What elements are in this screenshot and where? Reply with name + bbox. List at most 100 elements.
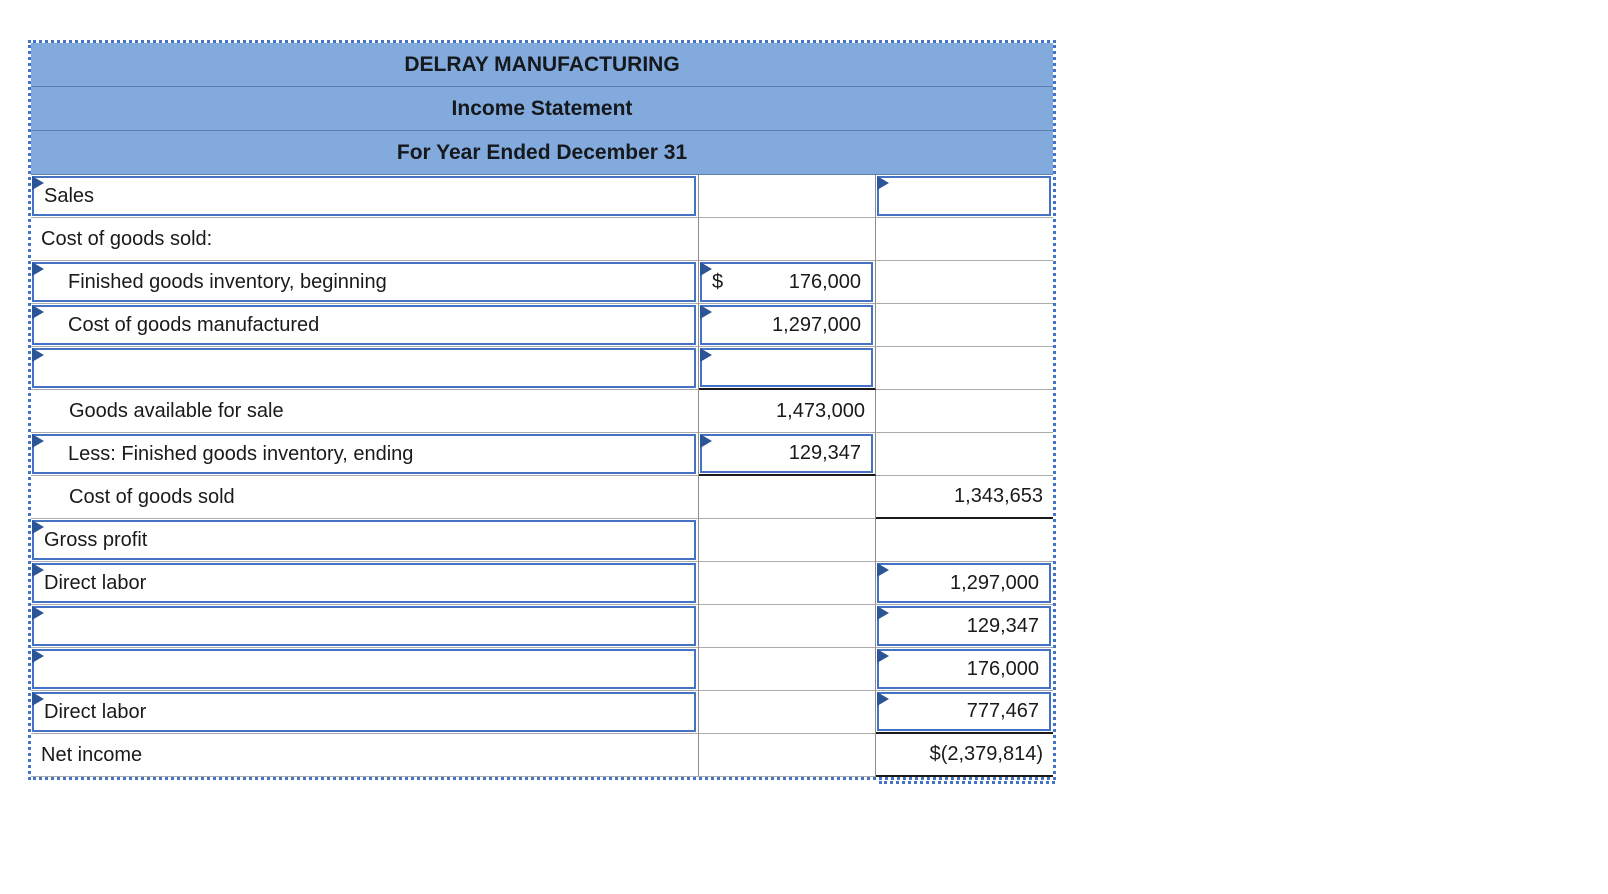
label-cell: Gross profit bbox=[31, 519, 699, 562]
statement-row: Less: Finished goods inventory, ending 12… bbox=[31, 433, 1053, 476]
label-input-cell[interactable]: Direct labor bbox=[32, 692, 696, 732]
amount-cell-col1 bbox=[699, 476, 876, 519]
amount-value: 1,473,000 bbox=[776, 399, 865, 422]
row-label: Direct labor bbox=[44, 700, 147, 723]
label-cell: Direct labor bbox=[31, 691, 699, 734]
statement-row: Cost of goods manufactured 1,297,000 bbox=[31, 304, 1053, 347]
amount-cell-col1 bbox=[699, 691, 876, 734]
amount-cell-col1: 1,297,000 bbox=[699, 304, 876, 347]
label-cell bbox=[31, 648, 699, 691]
amount-cell-col1: $176,000 bbox=[699, 261, 876, 304]
amount-cell-col1 bbox=[699, 562, 876, 605]
header-company-name: DELRAY MANUFACTURING bbox=[31, 43, 1053, 87]
amount-input-cell[interactable] bbox=[877, 176, 1051, 216]
amount-cell-col2 bbox=[876, 347, 1053, 390]
statement-row: Cost of goods sold: bbox=[31, 218, 1053, 261]
statement-row: Direct labor 777,467 bbox=[31, 691, 1053, 734]
amount-cell-col2: 777,467 bbox=[876, 691, 1053, 734]
amount-cell-col1: 129,347 bbox=[699, 433, 876, 476]
amount-cell-col2: 1,297,000 bbox=[876, 562, 1053, 605]
amount-cell-col1 bbox=[699, 347, 876, 390]
label-input-cell[interactable]: Cost of goods manufactured bbox=[32, 305, 696, 345]
amount-cell-col2 bbox=[876, 175, 1053, 218]
label-input-cell[interactable] bbox=[32, 649, 696, 689]
statement-row: Finished goods inventory, beginning $176,… bbox=[31, 261, 1053, 304]
amount-input-cell[interactable]: 777,467 bbox=[877, 692, 1051, 731]
amount-value: 129,347 bbox=[966, 614, 1039, 637]
amount-value: 1,297,000 bbox=[950, 571, 1039, 594]
label-cell: Cost of goods sold: bbox=[31, 218, 699, 261]
statement-row bbox=[31, 347, 1053, 390]
statement-row: Sales bbox=[31, 175, 1053, 218]
label-cell bbox=[31, 347, 699, 390]
amount-cell-col2 bbox=[876, 304, 1053, 347]
cell-selection-dotted-line bbox=[879, 781, 1055, 784]
amount-cell-col1 bbox=[699, 734, 876, 777]
amount-input-cell[interactable]: 1,297,000 bbox=[700, 305, 873, 345]
row-label: Finished goods inventory, beginning bbox=[68, 270, 387, 293]
label-cell: Cost of goods manufactured bbox=[31, 304, 699, 347]
amount-input-cell[interactable]: 129,347 bbox=[877, 606, 1051, 646]
amount-cell-col2: $(2,379,814) bbox=[876, 734, 1053, 777]
amount-value: 1,343,653 bbox=[954, 485, 1043, 507]
amount-value: 777,467 bbox=[966, 700, 1039, 722]
row-label: Cost of goods manufactured bbox=[68, 313, 320, 336]
row-label: Gross profit bbox=[44, 528, 148, 551]
row-label: Net income bbox=[41, 743, 143, 766]
statement-row: Goods available for sale 1,473,000 bbox=[31, 390, 1053, 433]
amount-cell-col1 bbox=[699, 605, 876, 648]
label-cell: Finished goods inventory, beginning bbox=[31, 261, 699, 304]
amount-cell-col1 bbox=[699, 519, 876, 562]
statement-row: 176,000 bbox=[31, 648, 1053, 691]
amount-cell-col1: 1,473,000 bbox=[699, 390, 876, 433]
amount-input-cell[interactable]: 1,297,000 bbox=[877, 563, 1051, 603]
amount-cell-col1 bbox=[699, 175, 876, 218]
statement-row: Direct labor 1,297,000 bbox=[31, 562, 1053, 605]
row-label: Cost of goods sold: bbox=[41, 227, 213, 250]
header-period: For Year Ended December 31 bbox=[31, 131, 1053, 175]
amount-value: 1,297,000 bbox=[772, 313, 861, 336]
label-input-cell[interactable] bbox=[32, 606, 696, 646]
amount-cell-col2: 129,347 bbox=[876, 605, 1053, 648]
amount-cell-col2: 176,000 bbox=[876, 648, 1053, 691]
amount-value: 129,347 bbox=[788, 442, 861, 464]
label-input-cell[interactable] bbox=[32, 348, 696, 388]
amount-input-cell[interactable]: 176,000 bbox=[877, 649, 1051, 689]
amount-value: $(2,379,814) bbox=[929, 743, 1043, 765]
amount-cell-col2 bbox=[876, 390, 1053, 433]
label-cell: Net income bbox=[31, 734, 699, 777]
amount-cell-col2 bbox=[876, 218, 1053, 261]
label-cell: Less: Finished goods inventory, ending bbox=[31, 433, 699, 476]
amount-cell-col1 bbox=[699, 218, 876, 261]
label-input-cell[interactable]: Less: Finished goods inventory, ending bbox=[32, 434, 696, 474]
amount-cell-col2: 1,343,653 bbox=[876, 476, 1053, 519]
amount-cell-col1 bbox=[699, 648, 876, 691]
label-input-cell[interactable]: Sales bbox=[32, 176, 696, 216]
statement-row: Cost of goods sold 1,343,653 bbox=[31, 476, 1053, 519]
income-statement-table: DELRAY MANUFACTURING Income Statement Fo… bbox=[28, 40, 1056, 784]
amount-cell-col2 bbox=[876, 519, 1053, 562]
statement-row: Gross profit bbox=[31, 519, 1053, 562]
label-input-cell[interactable]: Gross profit bbox=[32, 520, 696, 560]
amount-value: 176,000 bbox=[966, 657, 1039, 680]
statement-body: Sales Cost of goods sold: Finished goods i… bbox=[31, 175, 1053, 777]
amount-cell-col2 bbox=[876, 261, 1053, 304]
amount-cell-col2 bbox=[876, 433, 1053, 476]
label-input-cell[interactable]: Finished goods inventory, beginning bbox=[32, 262, 696, 302]
row-label: Goods available for sale bbox=[69, 399, 284, 422]
row-label: Direct labor bbox=[44, 571, 147, 594]
header-statement-title: Income Statement bbox=[31, 87, 1053, 131]
amount-value: 176,000 bbox=[788, 270, 861, 293]
label-cell: Goods available for sale bbox=[31, 390, 699, 433]
statement-row: 129,347 bbox=[31, 605, 1053, 648]
amount-input-cell[interactable]: 129,347 bbox=[700, 434, 873, 473]
label-cell: Sales bbox=[31, 175, 699, 218]
label-cell bbox=[31, 605, 699, 648]
row-label: Less: Finished goods inventory, ending bbox=[68, 442, 414, 465]
label-input-cell[interactable]: Direct labor bbox=[32, 563, 696, 603]
label-cell: Cost of goods sold bbox=[31, 476, 699, 519]
amount-input-cell[interactable]: $176,000 bbox=[700, 262, 873, 302]
row-label: Sales bbox=[44, 184, 95, 207]
amount-input-cell[interactable] bbox=[700, 348, 873, 387]
row-label: Cost of goods sold bbox=[69, 485, 235, 508]
